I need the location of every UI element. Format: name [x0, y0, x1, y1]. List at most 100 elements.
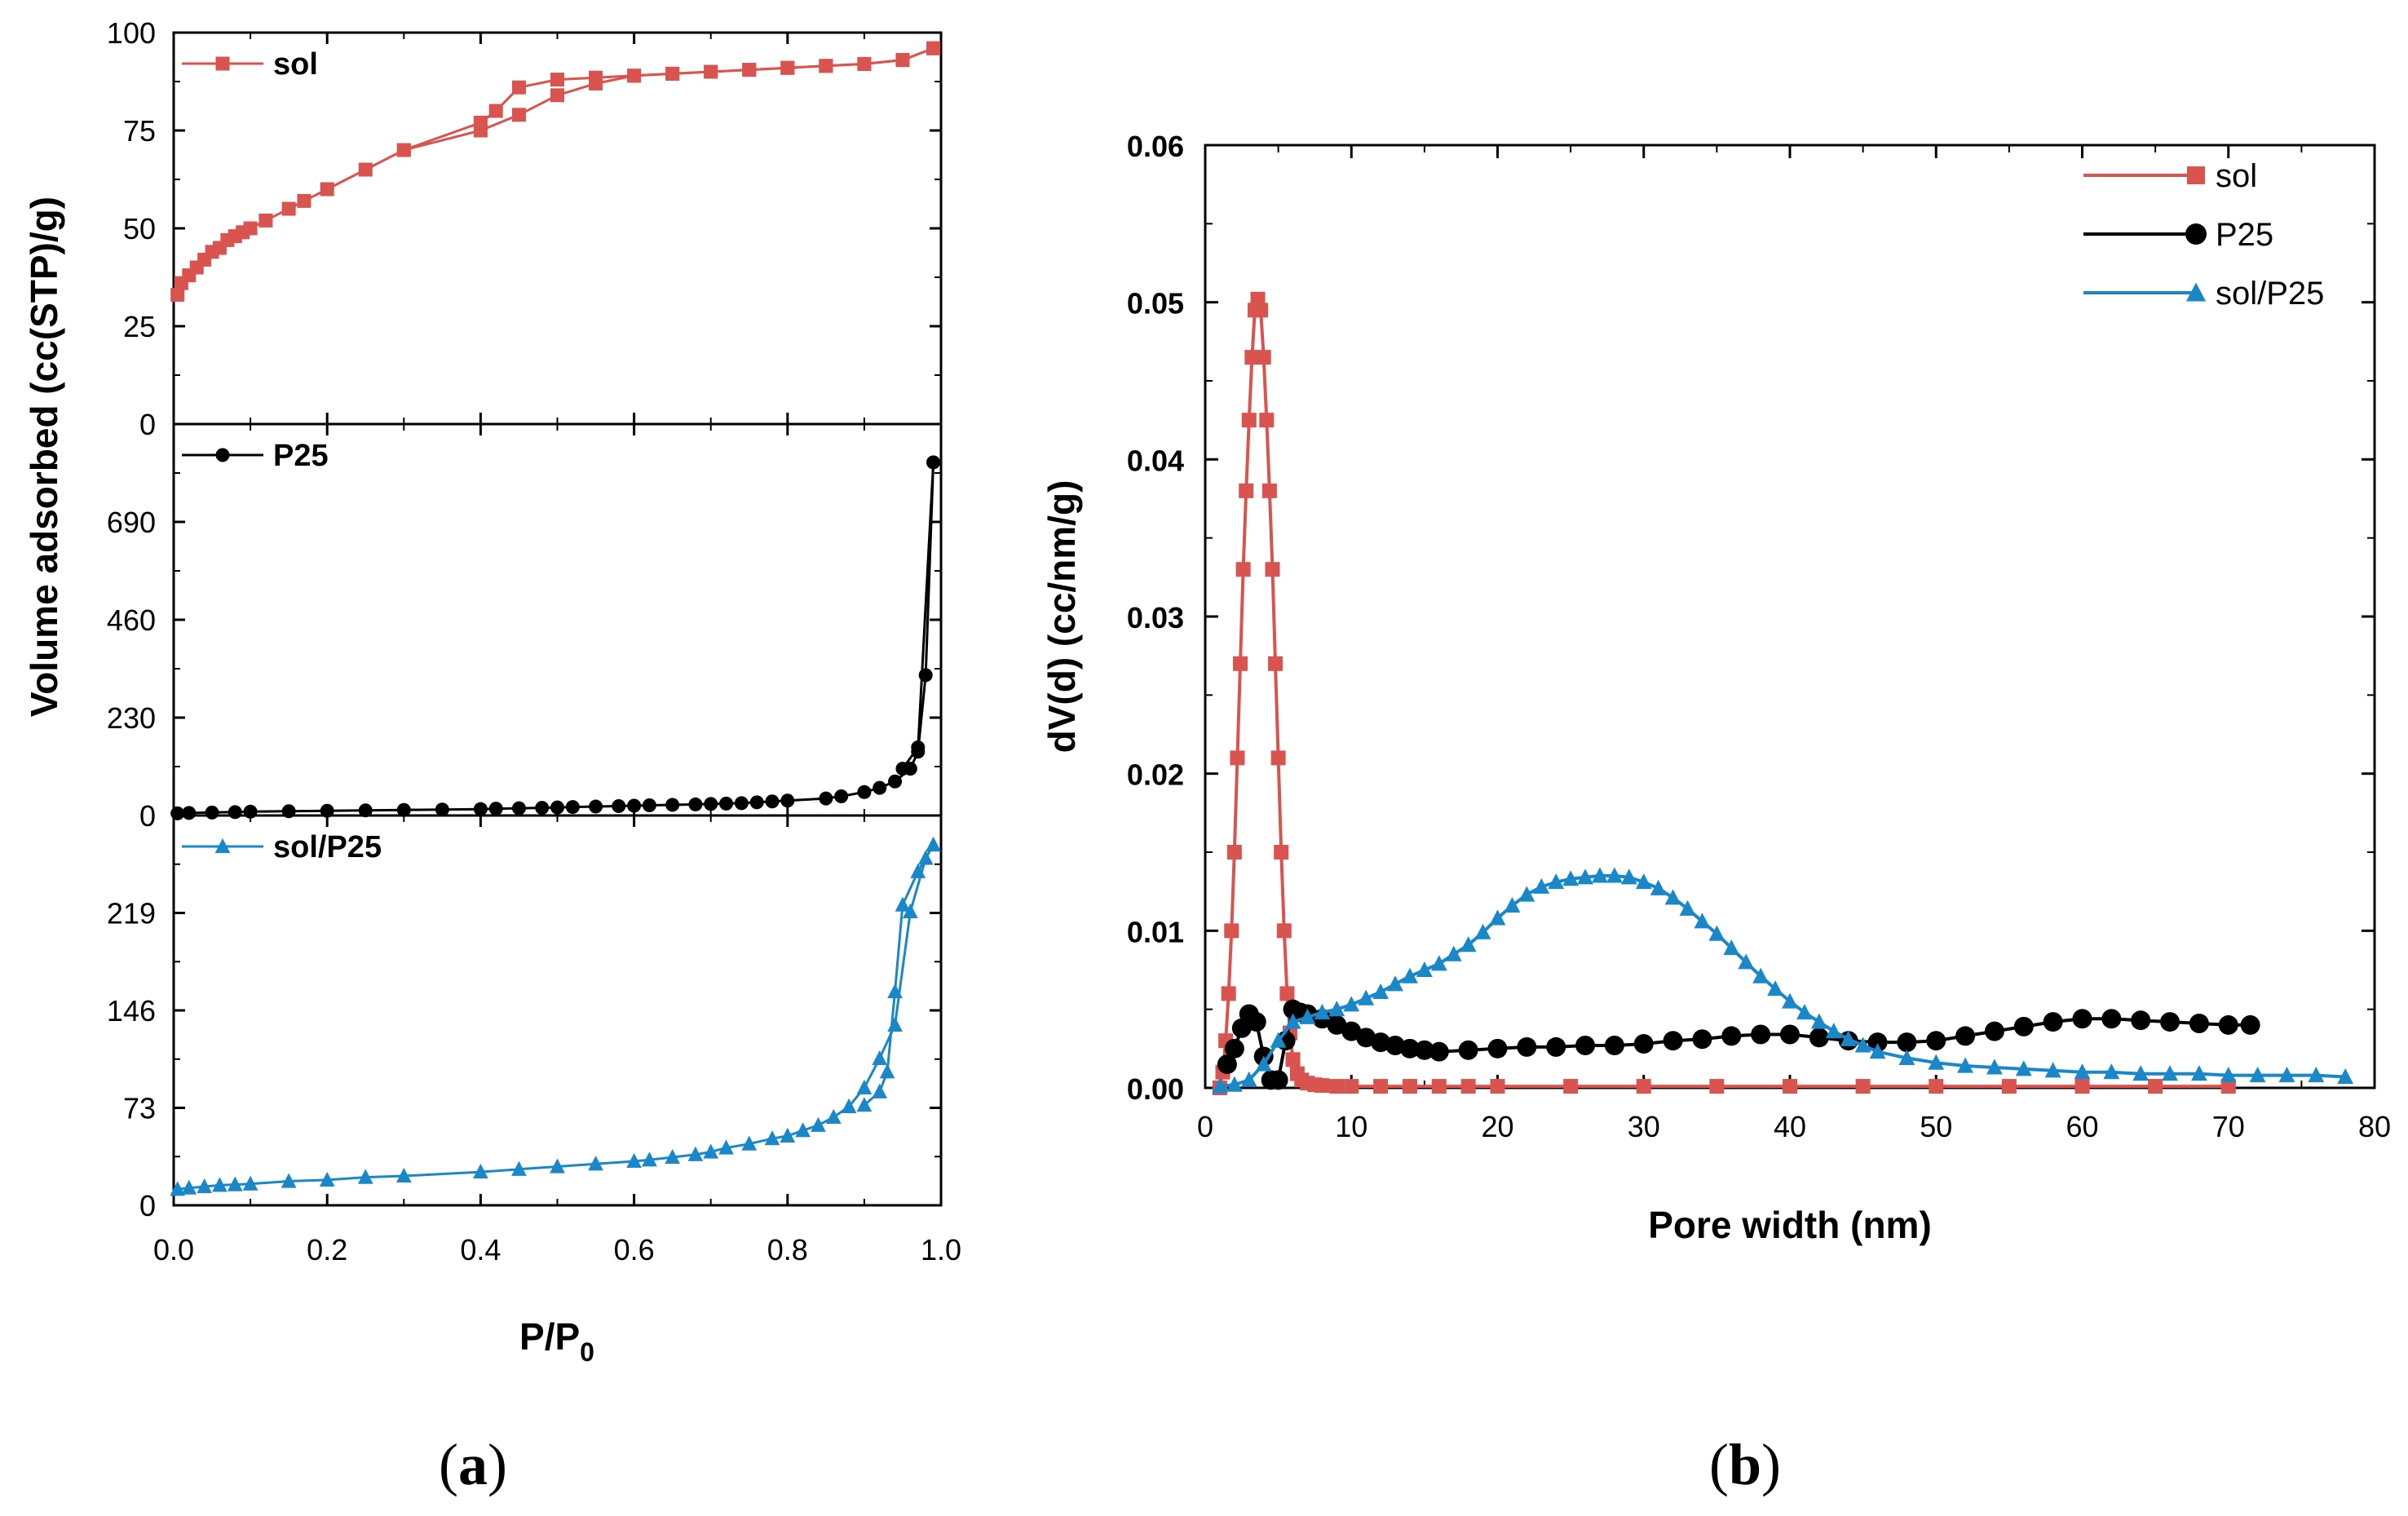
y-tick-label: 0.03 — [1127, 601, 1184, 634]
data-point-solP25 — [872, 1083, 888, 1098]
data-point — [1752, 967, 1770, 983]
data-point — [1329, 1079, 1345, 1094]
x-tick-label: 20 — [1481, 1110, 1513, 1143]
data-point — [2189, 1014, 2209, 1034]
data-point-sol — [473, 123, 488, 138]
data-point — [1270, 1032, 1287, 1048]
legend-label: sol/P25 — [273, 830, 382, 864]
data-point-solP25 — [197, 1178, 212, 1194]
data-point — [1708, 925, 1725, 941]
y-axis-title: Volume adsorbed (cc(STP)/g) — [23, 197, 65, 717]
data-point — [2131, 1010, 2151, 1031]
data-point-P25 — [688, 797, 703, 811]
data-point — [1929, 1079, 1944, 1094]
data-point-P25 — [396, 802, 411, 817]
data-point — [1490, 1079, 1505, 1094]
y-tick-label: 100 — [107, 16, 156, 50]
y-tick-label: 73 — [123, 1092, 156, 1125]
data-point-solP25 — [917, 850, 934, 865]
data-point-P25 — [358, 803, 373, 818]
x-tick-label: 40 — [1774, 1110, 1806, 1143]
y-tick-label: 0.01 — [1127, 915, 1184, 948]
data-point — [1270, 750, 1286, 766]
data-point — [1431, 1079, 1447, 1094]
data-point-sol — [258, 213, 273, 228]
data-point — [1782, 992, 1798, 1009]
data-point — [2043, 1012, 2063, 1032]
data-point — [1221, 986, 1236, 1001]
data-point — [1240, 1071, 1257, 1087]
data-point — [2148, 1079, 2163, 1094]
data-point-solP25 — [718, 1139, 734, 1155]
y-tick-label: 0 — [139, 799, 156, 833]
data-point — [1810, 1013, 1827, 1029]
panel-a-caption: (a) — [439, 1432, 507, 1497]
y-tick-label: 0.06 — [1127, 130, 1184, 163]
data-point — [1429, 1041, 1449, 1062]
x-tick-label: 80 — [2358, 1110, 2391, 1143]
data-point — [1694, 913, 1711, 929]
data-point — [1284, 1013, 1301, 1029]
data-point — [1265, 562, 1280, 577]
data-point-P25 — [612, 799, 626, 814]
data-point — [2278, 1067, 2295, 1083]
data-point-P25 — [873, 780, 887, 795]
data-point — [1928, 1054, 1945, 1070]
data-point-sol — [396, 143, 411, 157]
data-point-solP25 — [665, 1148, 680, 1165]
data-point — [1840, 1030, 1857, 1046]
data-point — [1620, 868, 1637, 885]
data-point-P25 — [918, 668, 933, 683]
data-point-solP25 — [319, 1171, 335, 1187]
data-point — [1796, 1003, 1813, 1020]
data-point — [2160, 1012, 2180, 1032]
data-point — [1692, 1029, 1712, 1050]
y-tick-label: 0.02 — [1127, 758, 1184, 792]
data-point — [1664, 889, 1681, 905]
data-point-sol — [742, 63, 757, 77]
data-point — [2074, 1063, 2091, 1080]
data-point — [1606, 867, 1623, 883]
data-point — [1255, 1055, 1272, 1072]
y-tick-label: 0.04 — [1127, 444, 1184, 477]
data-point — [1650, 879, 1667, 895]
data-point-P25 — [819, 791, 833, 806]
x-axis-title: P/P0 — [519, 1315, 594, 1367]
data-point — [1533, 877, 1550, 894]
data-point — [1723, 939, 1740, 956]
data-point-P25 — [565, 800, 580, 815]
data-point — [1504, 896, 1521, 913]
series-sol — [1212, 291, 2236, 1095]
data-point-solP25 — [642, 1151, 657, 1167]
data-point — [1869, 1043, 1886, 1059]
data-point-P25 — [834, 789, 849, 804]
legend-label: P25 — [2216, 217, 2273, 253]
data-point — [1517, 1036, 1537, 1057]
data-point — [1327, 1014, 1347, 1035]
data-point — [1372, 983, 1389, 1000]
series-line — [1219, 873, 2346, 1089]
data-point-solP25 — [181, 1179, 197, 1195]
data-point-P25 — [895, 762, 910, 776]
data-point-sol — [281, 201, 296, 216]
data-point-sol — [320, 182, 334, 197]
data-point — [1563, 1079, 1579, 1094]
data-point-P25 — [535, 801, 550, 815]
data-point — [2218, 1014, 2238, 1035]
data-point — [1577, 868, 1593, 885]
panel-a-chart: 0 25 50 75 100 sol 0 230 460 690 P25 0 73 146 219 sol/P… — [23, 16, 961, 1367]
data-point — [2015, 1060, 2032, 1076]
data-point — [2044, 1062, 2061, 1078]
data-point-solP25 — [281, 1173, 297, 1188]
data-point-sol — [780, 60, 795, 75]
subplot-frame — [172, 814, 943, 1207]
data-point — [2101, 1009, 2122, 1029]
data-point — [1489, 909, 1506, 926]
x-tick-label: 0.2 — [307, 1233, 347, 1266]
data-point-sol — [926, 41, 941, 55]
data-point — [1246, 1012, 1266, 1032]
data-point-P25 — [704, 797, 718, 811]
y-tick-label: 0.00 — [1127, 1072, 1184, 1106]
data-point — [1633, 1034, 1654, 1054]
data-point — [1445, 945, 1462, 961]
